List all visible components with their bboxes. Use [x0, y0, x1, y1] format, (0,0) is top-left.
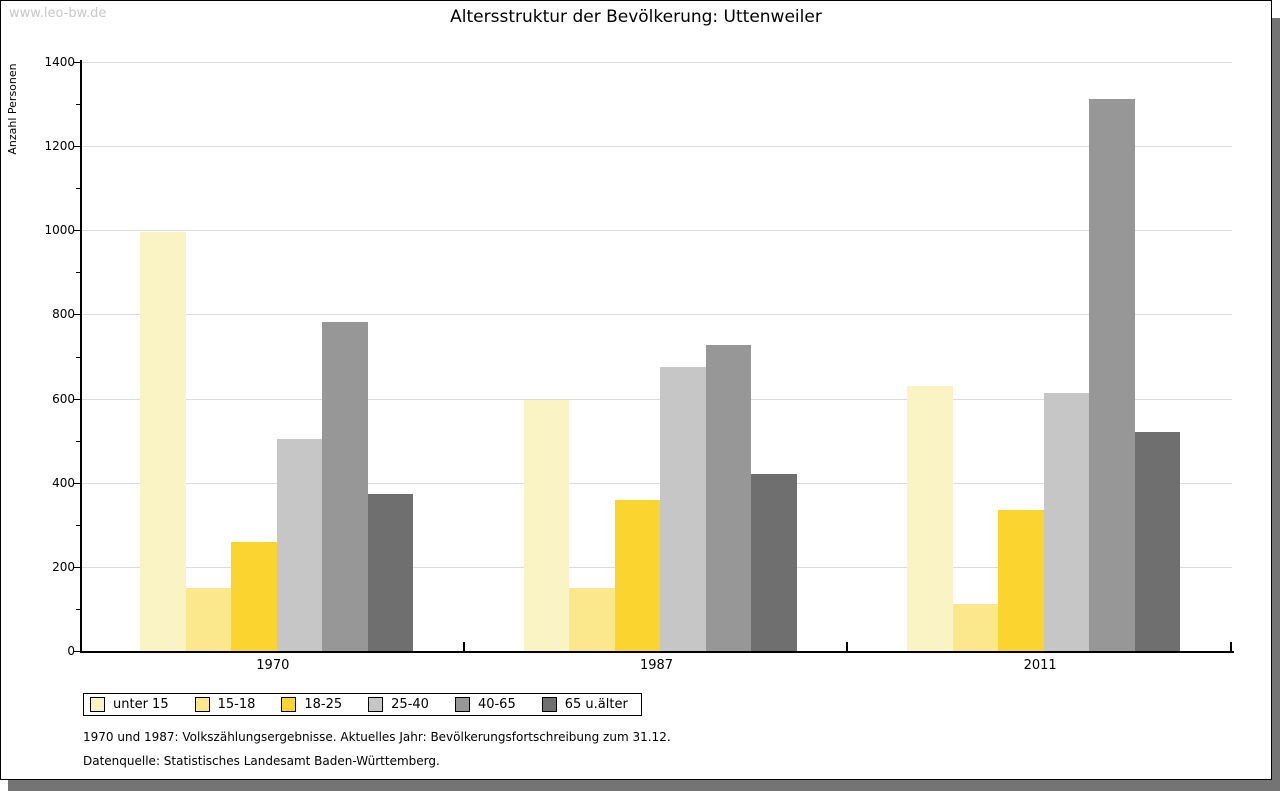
y-tick-1200: [73, 146, 81, 148]
x-axis-line: [80, 651, 1234, 653]
legend-label-15-18: 15-18: [217, 697, 256, 712]
y-tick-400: [73, 482, 81, 484]
bar-1970-18-25: [231, 542, 277, 651]
y-tick-label-800: 800: [52, 307, 75, 322]
y-minor-tick-1300: [76, 104, 81, 106]
y-tick-200: [73, 566, 81, 568]
x-group-tick-3: [1230, 642, 1232, 651]
y-minor-tick-700: [76, 356, 81, 358]
chart-title: Altersstruktur der Bevölkerung: Uttenwei…: [450, 7, 822, 27]
x-group-tick-1: [462, 642, 465, 651]
legend-label-25-40: 25-40: [391, 697, 429, 712]
y-tick-label-600: 600: [52, 391, 75, 406]
x-tick-label-1987: 1987: [639, 658, 674, 673]
gridline-1000: [82, 230, 1232, 232]
y-tick-1000: [73, 230, 81, 232]
footnote-datasource: Datenquelle: Statistisches Landesamt Bad…: [83, 754, 440, 768]
gridline-800: [82, 314, 1232, 316]
bar-1970-40-65: [322, 321, 368, 651]
y-axis-line: [80, 60, 82, 653]
legend-item-65 u.älter: 65 u.älter: [541, 697, 628, 712]
bar-2011-25-40: [1043, 392, 1090, 651]
y-tick-0: [73, 651, 81, 652]
y-tick-label-1000: 1000: [44, 223, 75, 238]
gridline-400: [82, 482, 1232, 484]
bar-1987-18-25: [614, 500, 661, 651]
gridline-600: [82, 398, 1232, 400]
bar-1987-65 u.älter: [751, 474, 797, 651]
y-tick-800: [73, 314, 81, 316]
y-tick-label-200: 200: [52, 559, 75, 574]
legend-swatch-40-65: [454, 697, 470, 712]
bar-1987-unter 15: [523, 400, 570, 651]
legend-swatch-15-18: [194, 697, 210, 712]
legend-label-65 u.älter: 65 u.älter: [564, 697, 628, 712]
y-minor-tick-100: [76, 608, 81, 610]
gridline-1200: [82, 146, 1232, 148]
legend-item-18-25: 18-25: [281, 697, 342, 712]
legend-item-15-18: 15-18: [194, 697, 256, 712]
chart-page: www.leo-bw.de Altersstruktur der Bevölke…: [0, 0, 1272, 780]
bar-1987-25-40: [660, 367, 706, 651]
y-tick-600: [73, 398, 81, 400]
y-minor-tick-500: [76, 440, 81, 442]
y-minor-tick-900: [76, 272, 81, 274]
legend-box: unter 15 15-18 18-25 25-40 40-65 65 u.älter: [83, 693, 642, 716]
legend-swatch-18-25: [281, 697, 297, 712]
footnote-sources: 1970 und 1987: Volkszählungsergebnisse. …: [83, 730, 671, 744]
bar-1970-15-18: [185, 587, 231, 651]
y-tick-label-1400: 1400: [44, 55, 75, 69]
legend-item-25-40: 25-40: [368, 697, 429, 712]
y-minor-tick-300: [76, 524, 81, 526]
legend-label-unter 15: unter 15: [113, 697, 169, 712]
y-minor-tick-1100: [76, 188, 81, 190]
legend-item-unter 15: unter 15: [90, 697, 169, 712]
legend-swatch-unter 15: [90, 697, 105, 712]
bar-1970-25-40: [276, 439, 322, 651]
legend-label-18-25: 18-25: [304, 697, 343, 712]
legend-swatch-65 u.älter: [541, 697, 557, 712]
x-tick-label-2011: 2011: [1023, 658, 1057, 673]
bar-1987-15-18: [569, 588, 615, 651]
y-tick-label-0: 0: [67, 644, 75, 658]
gridline-1400: [82, 62, 1232, 63]
bar-2011-15-18: [952, 603, 999, 651]
bar-2011-18-25: [998, 509, 1044, 651]
legend-item-40-65: 40-65: [454, 697, 516, 712]
bar-1970-unter 15: [140, 232, 186, 651]
y-tick-1400: [73, 62, 81, 63]
y-tick-label-400: 400: [52, 475, 75, 490]
bar-1970-65 u.älter: [367, 494, 413, 651]
bar-2011-unter 15: [907, 385, 953, 651]
x-tick-label-1970: 1970: [256, 658, 290, 673]
legend-label-40-65: 40-65: [477, 697, 516, 712]
y-tick-label-1200: 1200: [44, 139, 75, 154]
bar-1987-40-65: [705, 344, 752, 651]
bar-2011-40-65: [1089, 99, 1135, 651]
watermark-text: www.leo-bw.de: [9, 6, 107, 21]
bar-2011-65 u.älter: [1134, 431, 1181, 651]
x-group-tick-2: [846, 642, 849, 651]
legend-swatch-25-40: [368, 697, 384, 712]
